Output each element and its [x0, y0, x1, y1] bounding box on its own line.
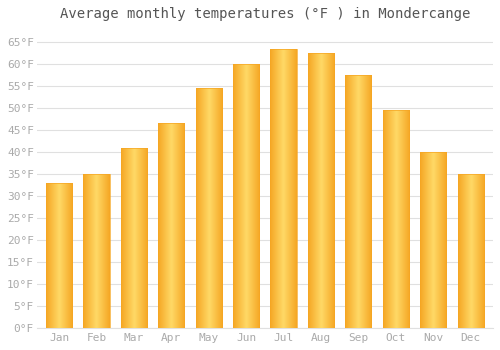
Bar — [84, 174, 110, 328]
Title: Average monthly temperatures (°F ) in Mondercange: Average monthly temperatures (°F ) in Mo… — [60, 7, 470, 21]
Bar — [233, 64, 260, 328]
Bar — [308, 53, 334, 328]
Bar — [346, 75, 372, 328]
Bar — [458, 174, 483, 328]
Bar — [158, 124, 184, 328]
Bar — [121, 148, 147, 328]
Bar — [196, 88, 222, 328]
Bar — [420, 152, 446, 328]
Bar — [270, 49, 296, 328]
Bar — [382, 110, 409, 328]
Bar — [46, 183, 72, 328]
